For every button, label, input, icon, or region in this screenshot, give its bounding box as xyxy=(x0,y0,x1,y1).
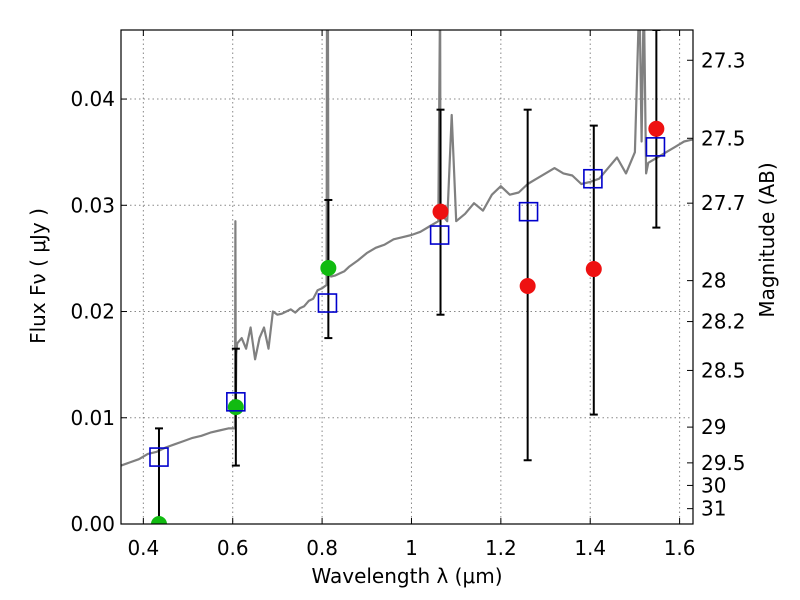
model-sed-line xyxy=(121,30,693,467)
x-tick-label: 0.6 xyxy=(217,536,249,560)
y-axis-label: Flux Fν ( μJy ) xyxy=(26,208,50,344)
observed-point-green xyxy=(320,259,337,276)
axes-frame xyxy=(120,29,694,525)
mag-tick-label: 27.5 xyxy=(701,126,746,150)
model-photometry-square xyxy=(317,293,338,313)
x-tick-label: 1.2 xyxy=(485,536,517,560)
y-tick-label: 0.02 xyxy=(70,300,115,324)
mag-tick-label: 28.2 xyxy=(701,310,746,334)
x-axis-label: Wavelength λ (μm) xyxy=(311,564,502,588)
mag-tick-label: 29 xyxy=(701,415,726,439)
y-tick-label: 0.00 xyxy=(70,512,115,536)
mag-tick-label: 27.3 xyxy=(701,48,746,72)
observed-point-green xyxy=(150,516,167,524)
x-tick-label: 1 xyxy=(405,536,418,560)
x-tick-label: 1.6 xyxy=(664,536,696,560)
mag-tick-label: 27.7 xyxy=(701,191,746,215)
observed-point-red xyxy=(519,278,536,295)
observed-point-red xyxy=(648,120,665,137)
observed-point-red xyxy=(432,203,449,220)
mag-tick-label: 28 xyxy=(701,269,726,293)
plot-data xyxy=(121,30,693,524)
plot-frame xyxy=(120,29,694,525)
x-tick-label: 0.4 xyxy=(127,536,159,560)
right-axis-label: Magnitude (AB) xyxy=(755,162,779,317)
axis-ticks: 0.4 0.6 0.8 1 1.2 1.4 1.6 0.00 0.01 0.02 0.03 0.04 2… xyxy=(70,30,746,560)
x-tick-label: 1.4 xyxy=(574,536,606,560)
model-photometry-square xyxy=(429,225,450,245)
observed-point-red xyxy=(585,261,602,278)
model-photometry-square xyxy=(149,447,169,467)
grid-lines xyxy=(121,30,693,525)
model-photometry-square xyxy=(645,137,666,157)
mag-tick-label: 31 xyxy=(701,497,726,521)
x-tick-label: 0.8 xyxy=(306,536,338,560)
observed-point-green xyxy=(227,399,244,416)
model-photometry-square xyxy=(518,201,539,222)
y-tick-label: 0.01 xyxy=(70,406,115,430)
y-tick-label: 0.04 xyxy=(70,87,115,111)
model-photometry-square xyxy=(226,392,246,412)
y-tick-label: 0.03 xyxy=(70,193,115,217)
model-photometry-square xyxy=(583,168,603,189)
mag-tick-label: 29.5 xyxy=(701,451,746,475)
mag-tick-label: 30 xyxy=(701,473,726,497)
mag-tick-label: 28.5 xyxy=(701,358,746,382)
